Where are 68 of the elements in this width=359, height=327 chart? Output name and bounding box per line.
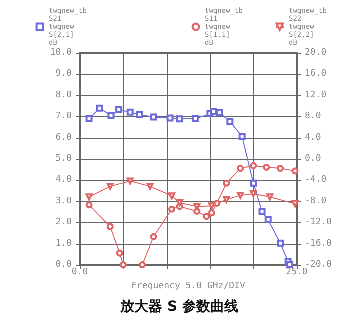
point bbox=[223, 180, 230, 187]
point bbox=[116, 106, 123, 114]
y2-tick-label: 0.0 bbox=[305, 154, 322, 164]
point bbox=[250, 180, 258, 187]
point bbox=[168, 206, 176, 213]
point bbox=[277, 165, 284, 172]
point bbox=[210, 108, 218, 116]
point bbox=[263, 164, 270, 171]
y2-tick-label: -20.0 bbox=[305, 260, 332, 270]
y2-tick-label: 20.0 bbox=[305, 48, 327, 58]
y-tick-label: 2.0 bbox=[56, 218, 72, 228]
point bbox=[237, 165, 244, 172]
point bbox=[226, 118, 234, 126]
point bbox=[208, 210, 216, 217]
point bbox=[116, 250, 124, 257]
y-tick-label: 7.0 bbox=[56, 112, 72, 122]
point bbox=[258, 208, 266, 216]
point bbox=[108, 112, 115, 120]
point bbox=[264, 216, 272, 224]
y-tick-label: 0.0 bbox=[56, 260, 72, 270]
point bbox=[126, 108, 134, 116]
point bbox=[168, 192, 176, 200]
point bbox=[126, 178, 134, 185]
y-tick-label: 3.0 bbox=[56, 196, 72, 206]
y2-tick-label: 12.0 bbox=[305, 90, 327, 100]
y2-tick-label: -8.0 bbox=[305, 196, 327, 206]
point bbox=[250, 162, 258, 170]
point bbox=[150, 233, 158, 240]
point bbox=[192, 115, 199, 122]
point bbox=[176, 116, 184, 123]
y2-tick-label: 8.0 bbox=[305, 112, 322, 122]
point bbox=[86, 202, 93, 209]
y-tick-label: 8.0 bbox=[56, 90, 72, 100]
point bbox=[96, 104, 104, 112]
y2-tick-label: 4.0 bbox=[305, 132, 322, 143]
y2-tick-label: -12.0 bbox=[305, 218, 332, 228]
point bbox=[266, 194, 274, 201]
point bbox=[238, 133, 246, 140]
point bbox=[106, 183, 114, 190]
y-tick-label: 1.0 bbox=[56, 238, 72, 249]
y-tick-label: 4.0 bbox=[56, 175, 72, 186]
point bbox=[292, 168, 299, 175]
point bbox=[150, 114, 158, 121]
point bbox=[214, 200, 221, 208]
point bbox=[136, 111, 144, 118]
point bbox=[166, 114, 174, 122]
y-tick-label: 5.0 bbox=[56, 154, 72, 164]
y2-tick-label: -4.0 bbox=[305, 175, 327, 186]
text: 放大器 S 参数曲线 bbox=[120, 298, 238, 315]
point bbox=[194, 203, 201, 210]
y2-tick-label: -16.0 bbox=[305, 238, 332, 249]
point bbox=[86, 194, 93, 201]
y-tick-label: 9.0 bbox=[56, 69, 72, 80]
point bbox=[208, 202, 216, 210]
x-axis-title: Frequency 5.0 GHz/DIV bbox=[132, 281, 246, 292]
y-tick-label: 6.0 bbox=[56, 132, 72, 143]
point bbox=[203, 213, 210, 220]
point bbox=[86, 115, 93, 122]
point bbox=[277, 240, 284, 247]
point bbox=[106, 223, 114, 230]
point bbox=[139, 262, 146, 268]
y-tick-label: 10.0 bbox=[50, 48, 72, 58]
point bbox=[223, 196, 230, 204]
point bbox=[146, 183, 154, 190]
point bbox=[194, 208, 201, 215]
y2-tick-label: 16.0 bbox=[305, 69, 327, 80]
point bbox=[237, 192, 244, 200]
point bbox=[216, 109, 224, 116]
